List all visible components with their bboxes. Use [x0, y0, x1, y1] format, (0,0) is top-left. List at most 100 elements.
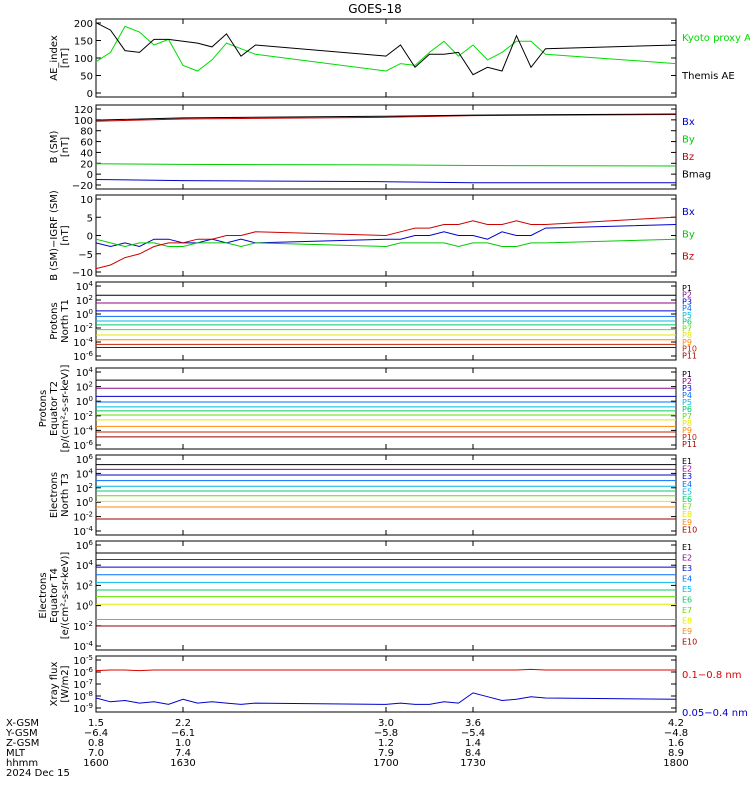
legend-kyoto-proxy-ae: Kyoto proxy AE [682, 33, 750, 44]
legend-0-05-0-4-nm: 0.05−0.4 nm [682, 708, 748, 719]
legend-p5: P5 [682, 311, 692, 320]
axis-row-value: 1700 [373, 758, 398, 769]
y-tick-label: 102 [76, 381, 93, 394]
legend-p8: P8 [682, 419, 692, 428]
legend-e7: E7 [682, 606, 692, 615]
panel-frame [95, 454, 677, 536]
legend-p1: P1 [682, 370, 692, 379]
legend-e10: E10 [682, 638, 697, 647]
y-tick-label: 106 [76, 539, 94, 552]
axis-row-value: 1800 [663, 758, 688, 769]
axis-row-value: 7.9 [378, 748, 394, 759]
legend-bmag: Bmag [682, 170, 711, 181]
y-axis-label: Equator T2 [49, 381, 60, 436]
legend-p10: P10 [682, 433, 697, 442]
legend-e8: E8 [682, 617, 692, 626]
y-axis-label: Electrons [49, 472, 60, 518]
legend-e3: E3 [682, 472, 692, 481]
y-axis-label: [W/m2] [60, 665, 71, 702]
y-tick-label: 0 [87, 170, 93, 181]
axis-row-value: 1730 [460, 758, 485, 769]
y-axis-label: Electrons [38, 572, 49, 618]
panel-frame [95, 18, 677, 98]
legend-p7: P7 [682, 412, 692, 421]
legend-themis-ae: Themis AE [681, 71, 735, 82]
y-tick-label: 100 [76, 308, 93, 321]
axis-row-value: −6.1 [171, 728, 195, 739]
chart-title: GOES-18 [348, 2, 402, 16]
y-axis-label: Equator T4 [49, 568, 60, 623]
axis-row-value: −6.4 [84, 728, 108, 739]
legend-e7: E7 [682, 503, 692, 512]
y-tick-label: 102 [76, 294, 93, 307]
y-axis-label: North T3 [60, 473, 71, 517]
legend-bx: Bx [682, 207, 695, 218]
legend-p3: P3 [682, 384, 692, 393]
legend-p5: P5 [682, 398, 692, 407]
y-tick-label: 100 [76, 496, 93, 509]
legend-p2: P2 [682, 291, 692, 300]
series-line-bx [95, 179, 676, 184]
y-axis-label: Protons [38, 390, 49, 427]
y-tick-label: 10-2 [73, 620, 93, 633]
legend-e1: E1 [682, 543, 692, 552]
axis-row-value: 1.4 [465, 738, 481, 749]
y-tick-label: 104 [76, 366, 94, 379]
legend-e2: E2 [682, 554, 692, 563]
axis-row-label: Y-GSM [5, 728, 38, 739]
y-tick-label: 40 [80, 148, 93, 159]
y-tick-label: 10 [80, 195, 93, 206]
y-axis-label: North T1 [60, 299, 71, 343]
legend-e9: E9 [682, 627, 692, 636]
series-line-themis-ae [95, 22, 677, 76]
axis-row-value: 1.0 [175, 738, 191, 749]
y-tick-label: 10-2 [73, 410, 93, 423]
y-tick-label: −20 [72, 181, 93, 192]
y-tick-label: 10-6 [73, 439, 93, 452]
y-axis-label: Xray flux [49, 662, 60, 707]
legend-p7: P7 [682, 324, 692, 333]
y-axis-label: [nT] [60, 48, 71, 68]
legend-p6: P6 [682, 318, 692, 327]
axis-row-value: 4.2 [668, 718, 684, 729]
legend-p9: P9 [682, 426, 692, 435]
y-axis-label: B (SM) [49, 130, 60, 163]
legend-bz: Bz [682, 152, 694, 163]
y-tick-label: 10-4 [73, 424, 93, 437]
legend-e3: E3 [682, 564, 692, 573]
series-line-kyoto-proxy-ae [95, 25, 677, 72]
y-tick-label: 120 [74, 105, 93, 116]
y-tick-label: 50 [80, 72, 93, 83]
legend-e6: E6 [682, 596, 692, 605]
series-line-bx [95, 224, 677, 248]
y-axis-label: [e/(cm²-s-sr-keV)] [60, 552, 71, 640]
legend-e9: E9 [682, 518, 692, 527]
legend-e5: E5 [682, 487, 692, 496]
y-tick-label: 100 [76, 395, 93, 408]
y-tick-label: 104 [76, 467, 94, 480]
y-axis-label: [nT] [60, 137, 71, 157]
series-line-by [95, 163, 677, 167]
y-tick-label: 0 [87, 89, 93, 100]
legend-p8: P8 [682, 331, 692, 340]
y-tick-label: 10-6 [73, 350, 93, 363]
y-tick-label: 10-9 [73, 702, 93, 715]
y-tick-label: 100 [74, 54, 93, 65]
axis-row-label: MLT [6, 748, 26, 759]
series-line-bmag [95, 113, 677, 121]
axis-row-value: 1630 [170, 758, 195, 769]
y-tick-label: −10 [72, 268, 93, 279]
series-line-bz [95, 216, 677, 270]
axis-row-value: 7.0 [88, 748, 104, 759]
axis-row-value: 3.6 [465, 718, 481, 729]
axis-row-value: 2.2 [175, 718, 191, 729]
y-tick-label: 10-2 [73, 322, 93, 335]
axis-row-value: 1.2 [378, 738, 394, 749]
legend-p11: P11 [682, 440, 697, 449]
axis-row-label: hhmm [6, 758, 38, 769]
y-tick-label: 102 [76, 579, 93, 592]
y-tick-label: 0 [87, 232, 93, 243]
y-tick-label: 80 [80, 127, 93, 138]
axis-row-value: −5.4 [461, 728, 485, 739]
